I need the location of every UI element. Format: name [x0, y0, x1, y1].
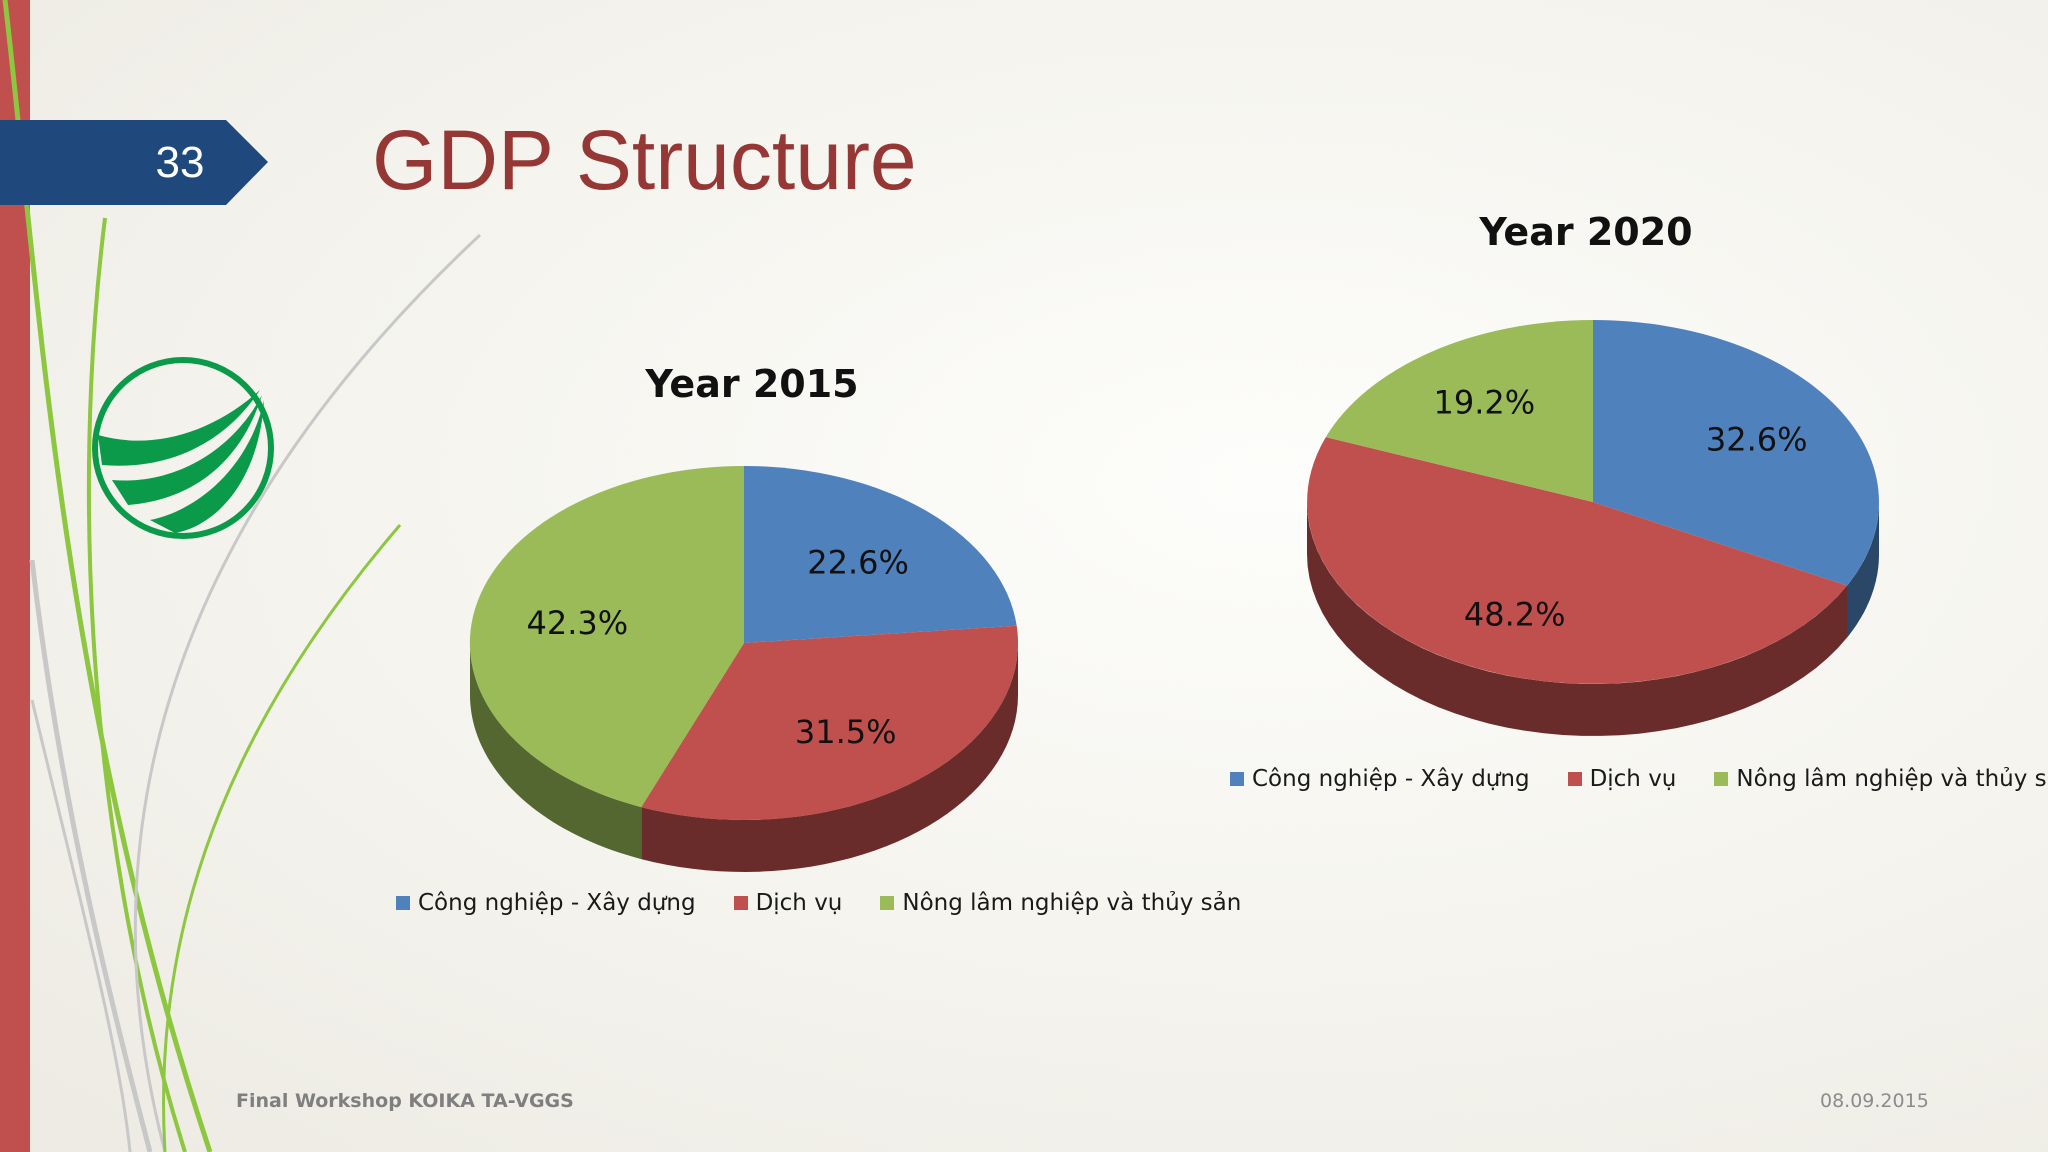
organization-logo-icon [92, 357, 274, 539]
pie1-data-label-2: 19.2% [1433, 384, 1535, 422]
slide-number-badge [0, 120, 268, 205]
pie1-slice-2 [1325, 320, 1593, 502]
legend-label-agriculture: Nông lâm nghiệp và thủy sản [1736, 766, 2048, 792]
legend-label-services: Dịch vụ [755, 890, 843, 916]
pie1-side-1 [1307, 502, 1847, 736]
legend-swatch-services [1567, 772, 1582, 786]
legend-swatch-industry [1230, 772, 1244, 786]
pie0-side-1 [641, 643, 1018, 872]
footer-event-name: Final Workshop KOIKA TA-VGGS [236, 1090, 574, 1112]
pie1-data-label-0: 32.6% [1706, 421, 1808, 459]
legend-swatch-agriculture [880, 896, 895, 910]
legend-label-industry: Công nghiệp - Xây dựng [418, 890, 696, 916]
pie0-data-label-2: 42.3% [526, 604, 628, 642]
pie1-side-0 [1847, 502, 1879, 638]
chart-2020-title: Year 2020 [1479, 210, 1693, 254]
chart-2015-legend: Công nghiệp - Xây dựng Dịch vụ Nông lâm … [396, 890, 1241, 916]
pie0-slice-0 [744, 466, 1017, 643]
legend-item-services: Dịch vụ [1567, 766, 1677, 792]
pie0-side-2 [470, 643, 642, 860]
pie0-slice-1 [641, 625, 1019, 821]
pie0-data-label-1: 31.5% [795, 713, 897, 751]
footer-date: 08.09.2015 [1820, 1090, 1929, 1112]
legend-label-agriculture: Nông lâm nghiệp và thủy sản [902, 890, 1242, 916]
pie1-slice-1 [1307, 437, 1847, 684]
legend-item-industry: Công nghiệp - Xây dựng [396, 890, 696, 916]
legend-label-industry: Công nghiệp - Xây dựng [1252, 766, 1530, 792]
legend-swatch-agriculture [1714, 772, 1729, 786]
pie1-data-label-1: 48.2% [1464, 595, 1566, 633]
legend-swatch-services [733, 896, 748, 910]
pie0-slice-2 [469, 466, 744, 808]
slide-title: GDP Structure [372, 113, 917, 207]
chart-2015-title: Year 2015 [645, 362, 859, 406]
slide-number: 33 [155, 138, 205, 187]
legend-item-agriculture: Nông lâm nghiệp và thủy sản [1714, 766, 2048, 792]
pie0-data-label-0: 22.6% [807, 544, 909, 582]
legend-label-services: Dịch vụ [1589, 766, 1677, 792]
legend-item-agriculture: Nông lâm nghiệp và thủy sản [880, 890, 1241, 916]
pie1-slice-0 [1593, 320, 1879, 586]
legend-swatch-industry [396, 896, 410, 910]
chart-2020-legend: Công nghiệp - Xây dựng Dịch vụ Nông lâm … [1230, 766, 2048, 792]
legend-item-industry: Công nghiệp - Xây dựng [1230, 766, 1530, 792]
legend-item-services: Dịch vụ [733, 890, 843, 916]
